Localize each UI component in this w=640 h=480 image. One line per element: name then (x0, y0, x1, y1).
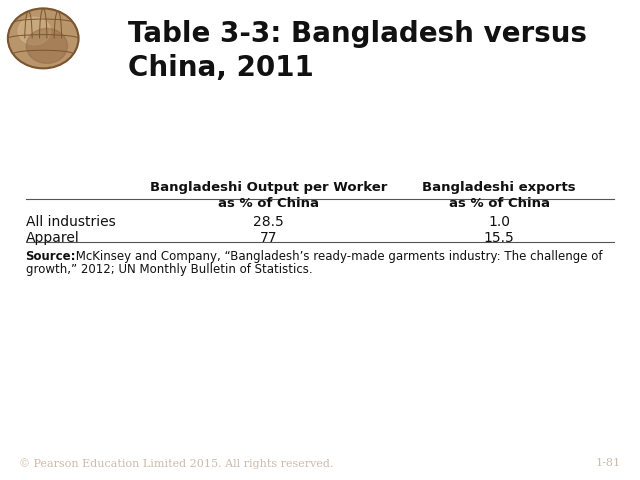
Text: 28.5: 28.5 (253, 215, 284, 229)
Text: © Pearson Education Limited 2015. All rights reserved.: © Pearson Education Limited 2015. All ri… (19, 458, 333, 468)
Text: McKinsey and Company, “Bangladesh’s ready-made garments industry: The challenge : McKinsey and Company, “Bangladesh’s read… (72, 250, 602, 263)
Text: 1.0: 1.0 (488, 215, 510, 229)
Text: 15.5: 15.5 (484, 231, 515, 245)
Text: Bangladeshi exports
as % of China: Bangladeshi exports as % of China (422, 181, 576, 210)
Circle shape (8, 9, 79, 68)
Circle shape (26, 28, 67, 63)
Circle shape (18, 17, 51, 45)
Text: All industries: All industries (26, 215, 115, 229)
Text: 77: 77 (260, 231, 278, 245)
Text: 1-81: 1-81 (596, 458, 621, 468)
Text: Bangladeshi Output per Worker
as % of China: Bangladeshi Output per Worker as % of Ch… (150, 181, 387, 210)
Text: Apparel: Apparel (26, 231, 79, 245)
Text: Source:: Source: (26, 250, 76, 263)
Text: growth,” 2012; UN Monthly Bulletin of Statistics.: growth,” 2012; UN Monthly Bulletin of St… (26, 264, 312, 276)
Text: China, 2011: China, 2011 (128, 54, 314, 82)
Text: Table 3-3: Bangladesh versus: Table 3-3: Bangladesh versus (128, 20, 587, 48)
